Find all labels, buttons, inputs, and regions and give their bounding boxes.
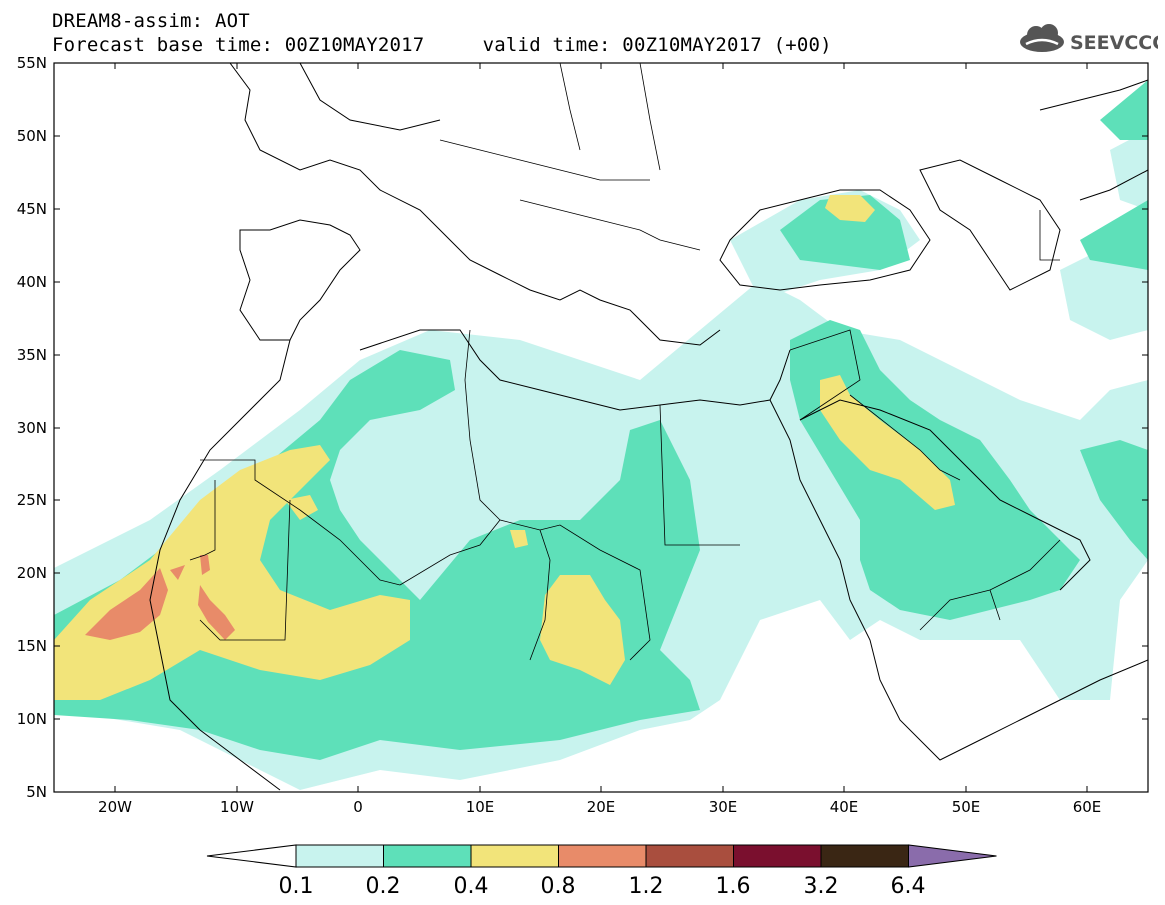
map-title: DREAM8-assim: AOT (52, 10, 250, 32)
legend-label: 1.2 (629, 874, 664, 899)
y-tick-label: 25N (17, 491, 47, 509)
legend-label: 0.8 (541, 874, 576, 899)
legend-label: 0.2 (366, 874, 401, 899)
legend-arrow-low (206, 844, 297, 868)
y-tick-label: 30N (17, 419, 47, 437)
aot-level-4 (85, 555, 235, 640)
y-tick-label: 20N (17, 564, 47, 582)
x-tick-label: 20W (98, 798, 132, 816)
y-tick-labels: 55N 50N 45N 40N 35N 30N 25N 20N 15N 10N … (17, 54, 47, 801)
y-tick-label: 50N (17, 127, 47, 145)
legend-swatch (558, 844, 647, 868)
coastlines (149, 63, 1148, 791)
x-tick-label: 60E (1073, 798, 1102, 816)
x-tick-label: 50E (952, 798, 981, 816)
x-tick-label: 10E (466, 798, 495, 816)
x-tick-label: 0 (353, 798, 363, 816)
y-tick-label: 10N (17, 710, 47, 728)
y-tick-label: 40N (17, 273, 47, 291)
axis-ticks (54, 63, 1148, 792)
y-tick-label: 45N (17, 200, 47, 218)
x-tick-label: 10W (220, 798, 254, 816)
legend-label: 0.1 (279, 874, 314, 899)
x-tick-label: 30E (709, 798, 738, 816)
y-tick-label: 55N (17, 54, 47, 72)
legend-label: 0.4 (454, 874, 489, 899)
seevccc-logo: SEEVCCC (1020, 24, 1158, 54)
y-tick-label: 35N (17, 346, 47, 364)
y-tick-label: 15N (17, 637, 47, 655)
legend-label: 3.2 (804, 874, 839, 899)
legend-swatch (820, 844, 909, 868)
legend-swatch (733, 844, 822, 868)
x-tick-label: 40E (830, 798, 859, 816)
cloud-icon (1020, 24, 1064, 52)
x-tick-labels: 20W 10W 0 10E 20E 30E 40E 50E 60E (98, 798, 1101, 816)
legend-swatch (383, 844, 472, 868)
legend-label: 6.4 (891, 874, 926, 899)
legend-swatch (645, 844, 734, 868)
aot-level-3 (54, 195, 955, 700)
legend-label: 1.6 (716, 874, 751, 899)
legend-swatch (470, 844, 559, 868)
map-frame (53, 62, 1149, 793)
legend-arrow-high (908, 844, 997, 868)
y-tick-label: 5N (26, 783, 47, 801)
logo-text: SEEVCCC (1070, 32, 1158, 54)
x-tick-label: 20E (587, 798, 616, 816)
aot-shading (54, 80, 1148, 790)
legend-swatch (295, 844, 384, 868)
forecast-time-line: Forecast base time: 00Z10MAY2017 valid t… (52, 34, 832, 56)
country-borders (189, 63, 1061, 661)
